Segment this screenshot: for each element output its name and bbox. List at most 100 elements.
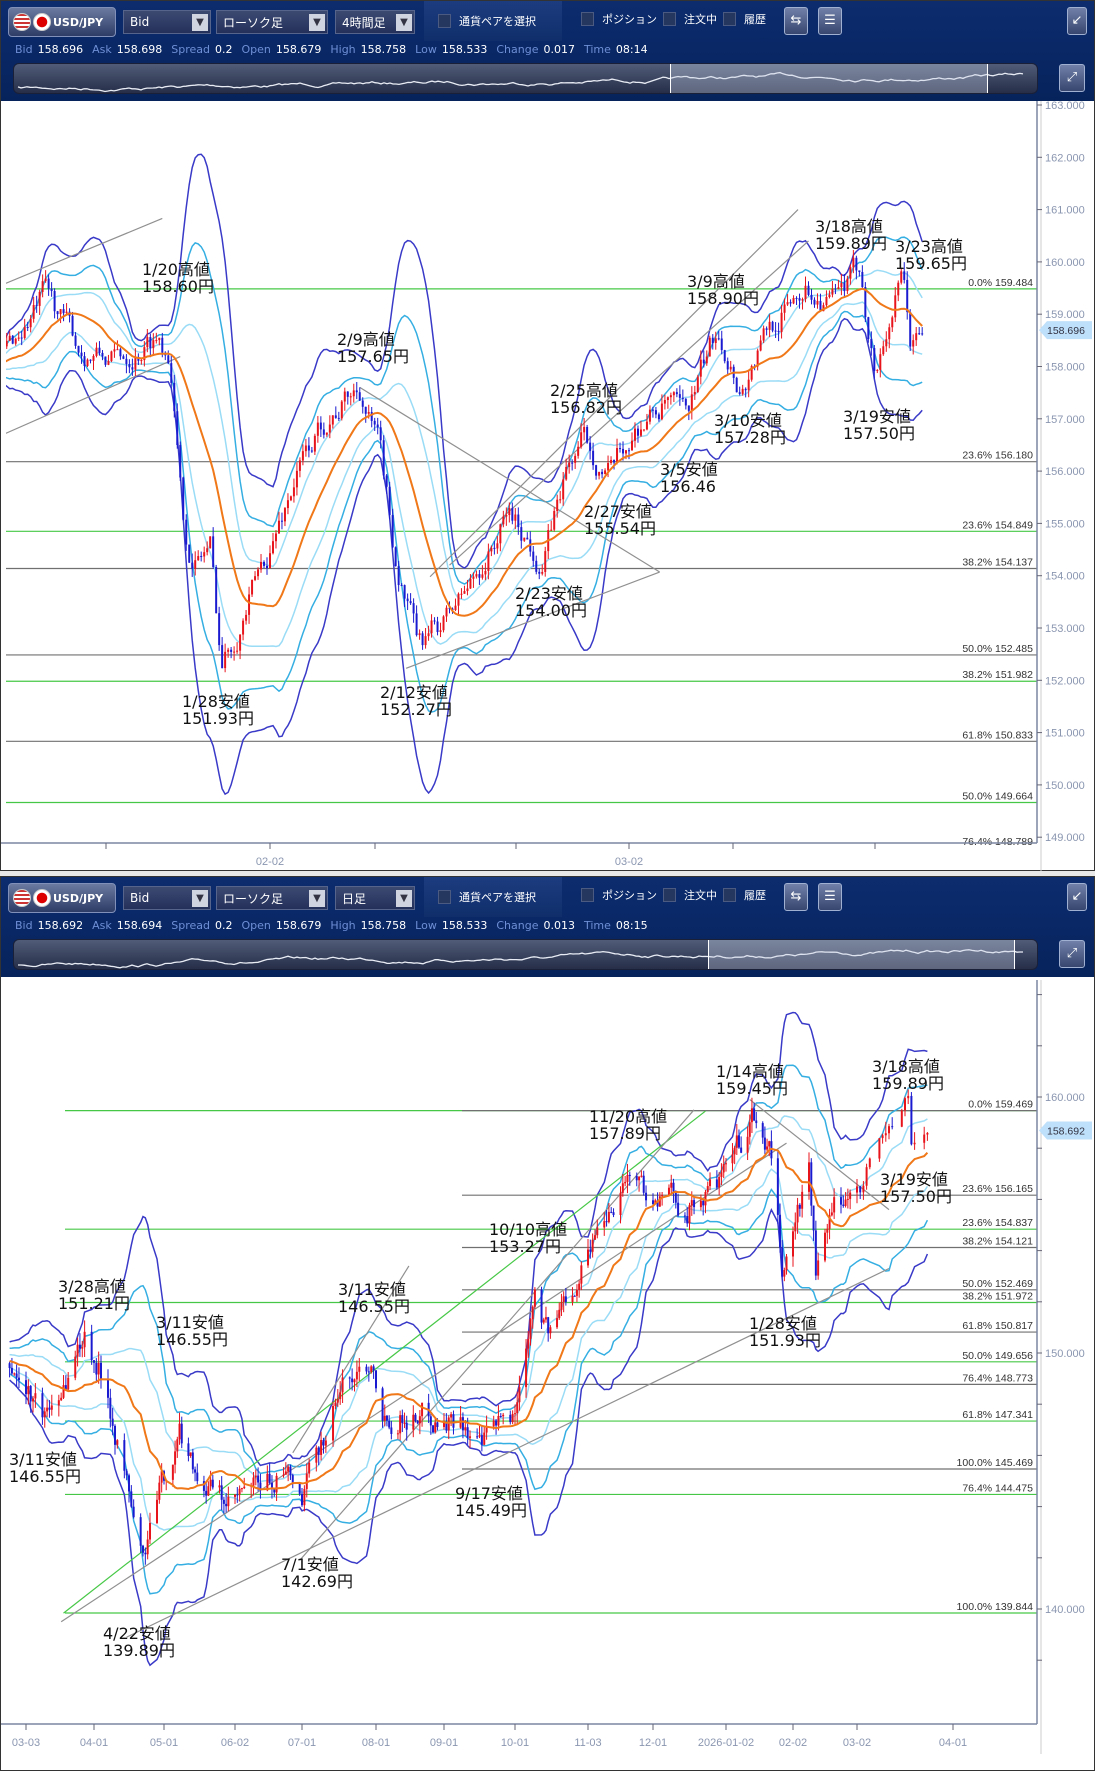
chart-type-select[interactable]: ローソク足 ▼ <box>216 10 328 34</box>
candle-up <box>418 1416 421 1424</box>
checkbox-label: ポジション <box>602 889 657 902</box>
candle-down <box>672 1182 675 1192</box>
x-tick-label: 07-01 <box>288 1737 316 1749</box>
candle-up <box>277 520 280 534</box>
candle-up <box>856 1186 858 1193</box>
candle-up <box>74 1356 77 1378</box>
collapse-button[interactable]: ↙ <box>1067 7 1087 35</box>
orders-checkbox[interactable]: 注文中 <box>663 887 717 903</box>
candle-up <box>639 429 642 436</box>
history-checkbox[interactable]: 履歴 <box>723 11 766 27</box>
navigator-range-handle[interactable] <box>670 64 988 93</box>
expand-icon: ⤢ <box>1066 946 1078 961</box>
candle-down <box>753 1108 756 1121</box>
candle-up <box>176 1439 179 1452</box>
candle-down <box>921 333 924 335</box>
navigator-range-handle[interactable] <box>708 940 1015 969</box>
expand-button[interactable]: ⤢ <box>1059 64 1085 92</box>
y-tick-label: 149.000 <box>1045 832 1085 844</box>
checkbox-box[interactable] <box>723 12 736 26</box>
candle-up <box>308 1462 311 1474</box>
candle-up <box>663 400 666 404</box>
candle-up <box>487 551 490 571</box>
history-checkbox[interactable]: 履歴 <box>723 887 766 903</box>
price-type-select[interactable]: Bid ▼ <box>123 886 211 910</box>
y-tick-label: 152.000 <box>1045 675 1085 687</box>
candle-down <box>448 607 451 609</box>
navigator-scrollbar[interactable] <box>13 63 1038 94</box>
candle-up <box>472 576 475 579</box>
candle-up <box>607 463 610 471</box>
chart-settings-button[interactable]: ⇆ <box>784 883 808 911</box>
candle-down <box>188 544 191 563</box>
list-button[interactable]: ☰ <box>818 7 842 35</box>
candle-up <box>593 1235 596 1240</box>
candlestick-chart[interactable]: 0.0% 159.484 23.6% 156.180 23.6% 154.849 38… <box>1 101 1094 871</box>
candle-up <box>562 1296 565 1303</box>
candle-down <box>855 257 858 271</box>
navigator-scrollbar[interactable] <box>13 939 1038 970</box>
candle-up <box>478 1435 481 1437</box>
candle-up <box>926 1132 929 1135</box>
candle-down <box>161 337 164 353</box>
candle-down <box>390 1427 393 1434</box>
checkbox-box[interactable] <box>663 888 676 902</box>
candle-up <box>852 257 855 268</box>
trend-line <box>63 1110 706 1614</box>
expand-button[interactable]: ⤢ <box>1059 940 1085 968</box>
currency-pair-button[interactable]: USD/JPY <box>8 883 116 913</box>
candle-up <box>748 1122 751 1137</box>
list-button[interactable]: ☰ <box>818 883 842 911</box>
candle-up <box>722 1163 725 1173</box>
candle-up <box>206 548 209 553</box>
pair-select-checkbox[interactable] <box>438 14 451 28</box>
chart-settings-icon: ⇆ <box>790 13 802 28</box>
orders-checkbox[interactable]: 注文中 <box>663 11 717 27</box>
candle-down <box>592 450 595 466</box>
candle-down <box>873 348 876 371</box>
chart-type-select[interactable]: ローソク足 ▼ <box>216 886 328 910</box>
candle-up <box>305 1473 308 1489</box>
checkbox-box[interactable] <box>581 12 594 26</box>
pair-select-toggle[interactable]: 通貨ペアを選択 <box>424 877 562 917</box>
bollinger-lower-1sigma <box>9 1168 929 1531</box>
pair-select-checkbox[interactable] <box>438 890 451 904</box>
candle-down <box>412 603 415 614</box>
candle-down <box>348 1377 351 1379</box>
candle-down <box>761 1123 764 1138</box>
checkbox-box[interactable] <box>663 12 676 26</box>
checkbox-label: 注文中 <box>684 889 717 902</box>
candle-down <box>858 270 861 272</box>
candle-down <box>301 1493 303 1506</box>
chart-type-value: ローソク足 <box>223 15 284 30</box>
candle-down <box>167 355 170 364</box>
chevron-down-icon: ▼ <box>192 14 208 31</box>
candle-down <box>80 352 83 357</box>
currency-pair-button[interactable]: USD/JPY <box>8 7 116 37</box>
annotation-title: 3/23高値 <box>895 237 963 256</box>
candle-down <box>381 1388 384 1421</box>
candle-down <box>777 330 780 333</box>
checkbox-box[interactable] <box>581 888 594 902</box>
candlestick-chart[interactable]: 0.0% 159.469 23.6% 156.165 23.6% 154.837 38… <box>1 980 1094 1770</box>
fib-level-label: 38.2% 151.982 <box>962 669 1033 681</box>
timeframe-select[interactable]: 4時間足 ▼ <box>335 10 415 34</box>
pair-select-toggle[interactable]: 通貨ペアを選択 <box>424 1 562 41</box>
candle-down <box>657 414 660 420</box>
position-checkbox[interactable]: ポジション <box>581 11 657 27</box>
candle-up <box>499 524 502 544</box>
bollinger-lower-3sigma <box>6 317 923 796</box>
candle-down <box>779 1214 782 1248</box>
position-checkbox[interactable]: ポジション <box>581 887 657 903</box>
checkbox-box[interactable] <box>723 888 736 902</box>
candle-down <box>93 1360 95 1363</box>
candle-up <box>658 1196 661 1207</box>
timeframe-select[interactable]: 日足 ▼ <box>335 886 415 910</box>
chart-settings-button[interactable]: ⇆ <box>784 7 808 35</box>
candle-up <box>913 1142 916 1145</box>
price-type-select[interactable]: Bid ▼ <box>123 10 211 34</box>
collapse-button[interactable]: ↙ <box>1067 883 1087 911</box>
candle-up <box>41 281 44 292</box>
candle-down <box>771 321 774 331</box>
candle-down <box>595 465 598 476</box>
